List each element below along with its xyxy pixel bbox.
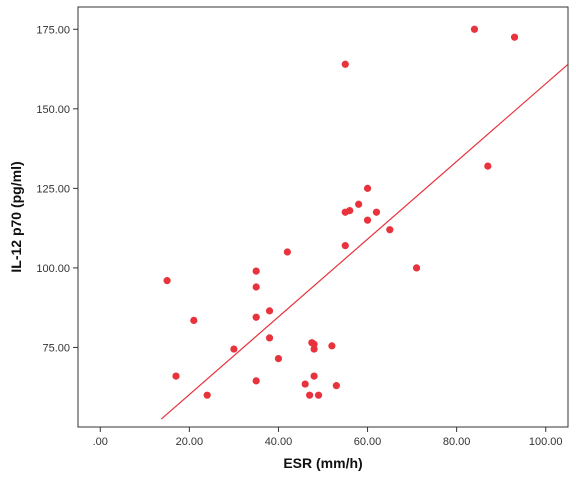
data-point (510, 33, 519, 41)
data-point (252, 267, 260, 275)
x-tick-label: 20.00 (176, 436, 204, 448)
data-point (310, 345, 318, 353)
y-tick-label: 125.00 (36, 183, 70, 195)
data-point (355, 200, 363, 208)
data-point (363, 184, 372, 192)
points-layer (163, 25, 519, 399)
y-tick-label: 100.00 (36, 263, 70, 275)
plot-area (77, 6, 569, 428)
x-tick-label: 60.00 (354, 436, 382, 448)
data-point (230, 345, 238, 353)
data-point (484, 162, 492, 170)
y-tick-label: 150.00 (36, 104, 70, 116)
data-point (265, 307, 274, 315)
data-point (283, 248, 291, 256)
data-point (363, 216, 372, 224)
data-point (314, 391, 323, 399)
data-point (332, 382, 340, 390)
x-tick-label: 100.00 (529, 436, 563, 448)
data-point (372, 208, 381, 216)
data-point (341, 60, 349, 68)
y-tick-label: 75.00 (42, 342, 70, 354)
y-tick-label: 175.00 (36, 24, 70, 36)
data-point (172, 372, 180, 380)
x-tick-label: 40.00 (265, 436, 293, 448)
data-point (310, 372, 318, 380)
y-axis-title: IL-12 p70 (pg/ml) (8, 161, 24, 272)
regression-line (160, 63, 569, 420)
fit-line-layer (160, 63, 569, 420)
data-point (190, 316, 198, 325)
x-tick-label: 80.00 (443, 436, 471, 448)
data-point (386, 226, 394, 234)
ticks-layer: .00 20.00 40.00 60.00 80.00 100.00 75.00 100.00… (36, 24, 562, 448)
data-point (306, 391, 314, 399)
data-point (301, 380, 309, 388)
x-tick-label: .00 (93, 436, 108, 448)
data-point (346, 207, 354, 215)
data-point (252, 377, 260, 385)
data-point (274, 354, 283, 363)
data-point (252, 313, 260, 321)
x-axis-title: ESR (mm/h) (283, 455, 362, 471)
data-point (163, 277, 171, 285)
data-point (252, 283, 260, 291)
data-point (203, 391, 211, 399)
data-point (265, 334, 274, 342)
data-point (412, 264, 421, 272)
data-point (341, 242, 349, 250)
data-point (470, 25, 479, 33)
data-point (328, 342, 336, 350)
